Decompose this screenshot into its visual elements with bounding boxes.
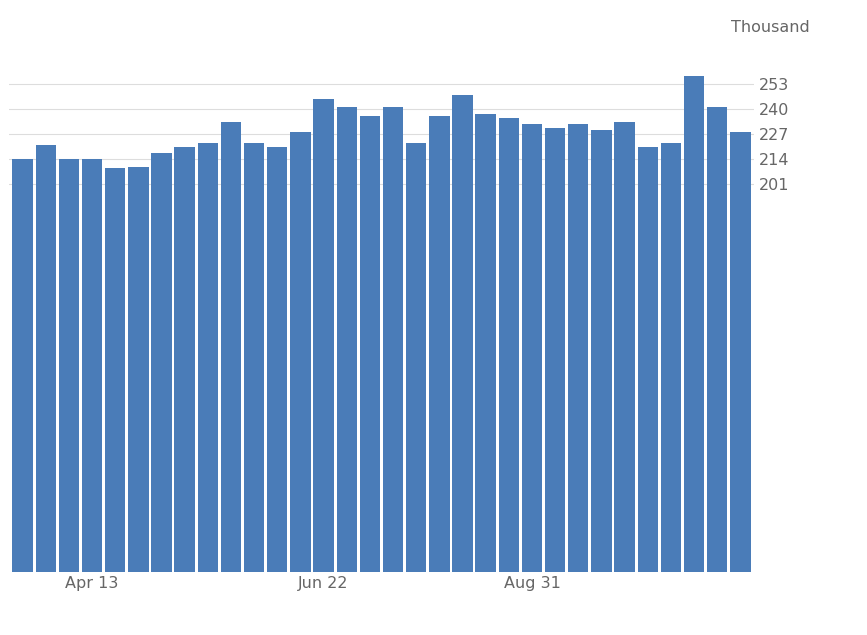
Bar: [244, 144, 264, 572]
Bar: [174, 147, 195, 572]
Bar: [661, 144, 681, 572]
Bar: [429, 116, 450, 572]
Bar: [81, 159, 102, 572]
Bar: [383, 107, 403, 572]
Bar: [406, 144, 427, 572]
Bar: [522, 124, 542, 572]
Bar: [684, 76, 704, 572]
Bar: [615, 122, 635, 572]
Bar: [12, 159, 33, 572]
Bar: [568, 124, 589, 572]
Bar: [360, 116, 380, 572]
Bar: [591, 130, 611, 572]
Bar: [545, 128, 565, 572]
Bar: [59, 159, 79, 572]
Bar: [198, 144, 218, 572]
Bar: [36, 145, 55, 572]
Bar: [267, 147, 288, 572]
Bar: [637, 147, 658, 572]
Bar: [499, 118, 519, 572]
Bar: [730, 132, 751, 572]
Bar: [105, 168, 126, 572]
Bar: [453, 95, 473, 572]
Bar: [475, 114, 496, 572]
Bar: [707, 107, 727, 572]
Bar: [128, 166, 148, 572]
Bar: [290, 132, 310, 572]
Bar: [221, 122, 241, 572]
Text: Thousand: Thousand: [732, 20, 810, 35]
Bar: [313, 99, 334, 572]
Bar: [336, 107, 357, 572]
Bar: [152, 153, 172, 572]
